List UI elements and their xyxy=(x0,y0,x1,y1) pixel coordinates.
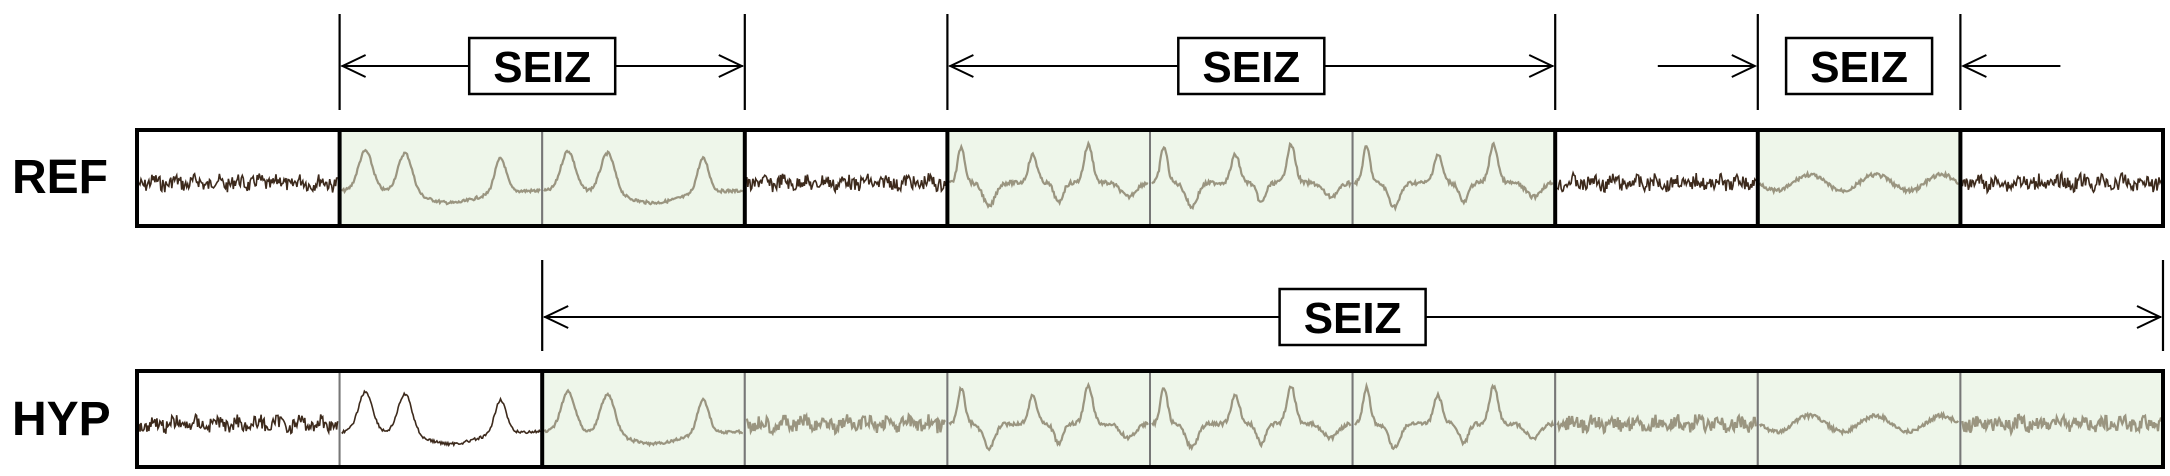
seiz-label-box xyxy=(1278,287,1427,347)
seizure-segment xyxy=(541,370,746,468)
seizure-segment xyxy=(1351,370,1557,468)
seiz-label: SEIZ xyxy=(1202,43,1300,92)
seiz-label: SEIZ xyxy=(1304,294,1402,343)
seiz-label: SEIZ xyxy=(1810,43,1908,92)
seizure-segment xyxy=(338,129,544,227)
hyp-row: HYP SEIZ xyxy=(12,260,2165,469)
eeg-waveform xyxy=(1556,413,1757,435)
seizure-segment xyxy=(1756,370,1962,468)
seiz-label: SEIZ xyxy=(493,43,591,92)
seiz-label-box xyxy=(1177,36,1326,96)
seiz-event-annotation: SEIZ xyxy=(946,14,1557,110)
eeg-waveform xyxy=(746,172,947,195)
seizure-segment xyxy=(1149,129,1354,227)
arrowhead xyxy=(542,305,569,329)
arrowhead xyxy=(1961,54,1987,78)
arrowhead xyxy=(340,54,367,78)
eeg-waveform xyxy=(1151,385,1352,452)
arrowhead xyxy=(2136,305,2163,329)
eeg-waveform xyxy=(1961,170,2162,195)
seiz-event-annotation: SEIZ xyxy=(338,14,746,110)
eeg-waveform xyxy=(1354,381,1555,451)
eeg-waveform xyxy=(1556,170,1757,194)
eeg-waveform xyxy=(1353,141,1554,212)
eeg-waveform xyxy=(1758,410,1960,437)
eeg-waveform xyxy=(948,140,1149,209)
seiz-label-box xyxy=(1784,36,1934,96)
row-frame xyxy=(135,369,2165,469)
eeg-waveform xyxy=(1961,412,2163,438)
ref-row-label: REF xyxy=(12,151,108,204)
normal-segment xyxy=(743,129,949,227)
seizure-segment xyxy=(946,129,1152,227)
eeg-waveform xyxy=(138,172,338,194)
normal-segment xyxy=(338,370,544,468)
arrowhead xyxy=(1528,54,1555,78)
seizure-segment xyxy=(946,370,1152,468)
eeg-waveform xyxy=(543,388,743,448)
arrowhead xyxy=(1731,54,1758,78)
ref-row: REF SEIZ SEIZ SEIZ xyxy=(12,14,2165,228)
hyp-row-label: HYP xyxy=(12,393,111,446)
eeg-waveform xyxy=(745,411,947,437)
arrowhead xyxy=(718,54,745,78)
eeg-waveform xyxy=(340,148,542,206)
arrowhead xyxy=(948,54,974,78)
eeg-waveform xyxy=(138,412,339,436)
seiz-label-box xyxy=(467,36,617,96)
seizure-segment xyxy=(541,129,746,227)
row-frame xyxy=(135,128,2165,228)
eeg-waveform xyxy=(341,389,541,448)
seizure-segment xyxy=(1149,370,1354,468)
seiz-event-annotation: SEIZ xyxy=(1657,14,2061,110)
seiz-event-annotation: SEIZ xyxy=(541,260,2165,351)
eeg-waveform xyxy=(948,381,1149,452)
eeg-waveform xyxy=(1758,169,1959,196)
eeg-waveform xyxy=(1151,141,1352,211)
seizure-segment xyxy=(1351,129,1557,227)
eeg-waveform xyxy=(543,149,744,206)
